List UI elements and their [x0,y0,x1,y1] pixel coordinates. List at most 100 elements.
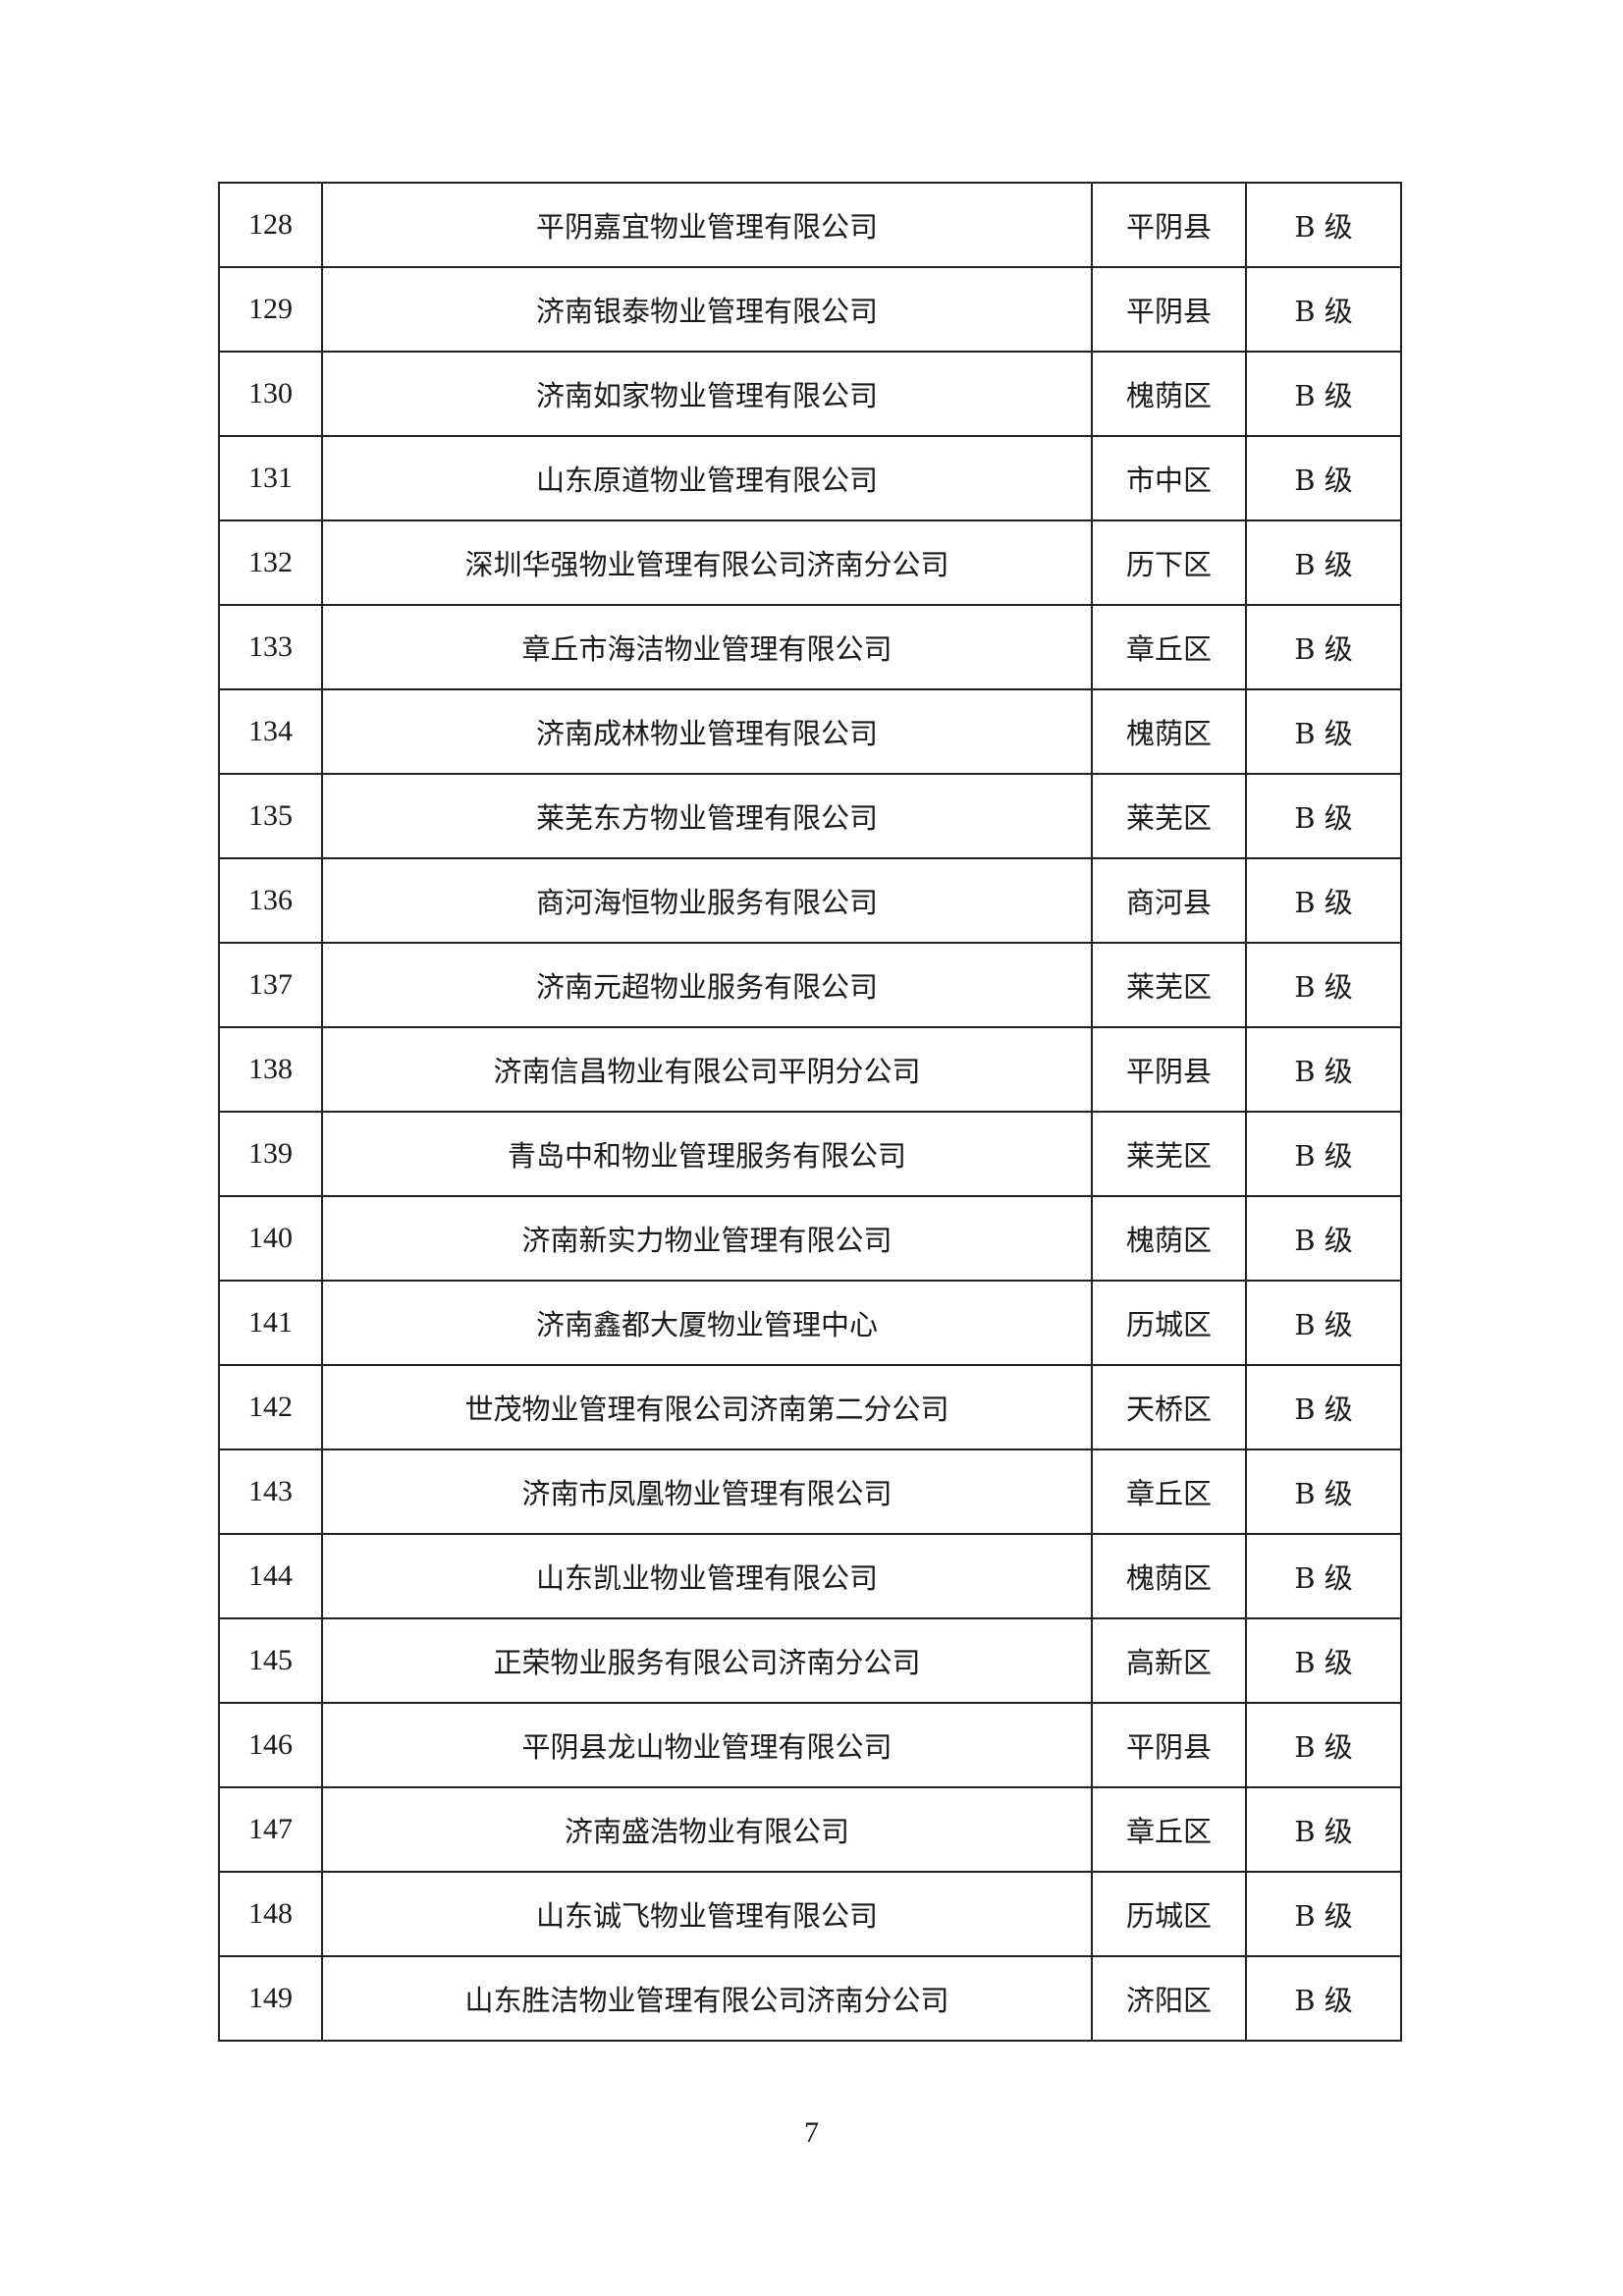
row-number: 131 [218,435,323,521]
table-row: 145 正荣物业服务有限公司济南分公司 高新区 B 级 [218,1617,1402,1704]
district: 市中区 [1091,435,1247,521]
row-number: 143 [218,1449,323,1535]
grade: B 级 [1245,1364,1402,1450]
table-row: 140 济南新实力物业管理有限公司 槐荫区 B 级 [218,1195,1402,1282]
grade: B 级 [1245,182,1402,268]
district: 平阴县 [1091,1026,1247,1113]
grade: B 级 [1245,1955,1402,2042]
table-row: 141 济南鑫都大厦物业管理中心 历城区 B 级 [218,1280,1402,1366]
grade: B 级 [1245,1617,1402,1704]
company-name: 平阴嘉宜物业管理有限公司 [321,182,1093,268]
company-grade-table: 128 平阴嘉宜物业管理有限公司 平阴县 B 级 129 济南银泰物业管理有限公司 平阴县 B… [218,182,1402,2042]
row-number: 148 [218,1871,323,1957]
company-name: 济南鑫都大厦物业管理中心 [321,1280,1093,1366]
row-number: 144 [218,1533,323,1619]
grade: B 级 [1245,1111,1402,1197]
table-row: 144 山东凯业物业管理有限公司 槐荫区 B 级 [218,1533,1402,1619]
grade: B 级 [1245,435,1402,521]
company-name: 山东凯业物业管理有限公司 [321,1533,1093,1619]
grade: B 级 [1245,1702,1402,1788]
district: 莱芜区 [1091,773,1247,859]
district: 平阴县 [1091,266,1247,353]
row-number: 134 [218,688,323,775]
company-name: 深圳华强物业管理有限公司济南分公司 [321,519,1093,606]
company-name: 世茂物业管理有限公司济南第二分公司 [321,1364,1093,1450]
row-number: 149 [218,1955,323,2042]
row-number: 147 [218,1786,323,1873]
company-name: 济南市凤凰物业管理有限公司 [321,1449,1093,1535]
table-row: 149 山东胜洁物业管理有限公司济南分公司 济阳区 B 级 [218,1955,1402,2042]
table-row: 128 平阴嘉宜物业管理有限公司 平阴县 B 级 [218,182,1402,268]
grade: B 级 [1245,1533,1402,1619]
grade: B 级 [1245,857,1402,944]
company-name: 济南如家物业管理有限公司 [321,351,1093,437]
district: 高新区 [1091,1617,1247,1704]
table-row: 131 山东原道物业管理有限公司 市中区 B 级 [218,435,1402,521]
grade: B 级 [1245,1195,1402,1282]
table-row: 137 济南元超物业服务有限公司 莱芜区 B 级 [218,942,1402,1028]
row-number: 141 [218,1280,323,1366]
table-row: 135 莱芜东方物业管理有限公司 莱芜区 B 级 [218,773,1402,859]
company-name: 济南盛浩物业有限公司 [321,1786,1093,1873]
grade: B 级 [1245,1786,1402,1873]
grade: B 级 [1245,773,1402,859]
row-number: 137 [218,942,323,1028]
row-number: 146 [218,1702,323,1788]
table-row: 136 商河海恒物业服务有限公司 商河县 B 级 [218,857,1402,944]
grade: B 级 [1245,1449,1402,1535]
district: 天桥区 [1091,1364,1247,1450]
row-number: 139 [218,1111,323,1197]
district: 商河县 [1091,857,1247,944]
row-number: 136 [218,857,323,944]
company-name: 平阴县龙山物业管理有限公司 [321,1702,1093,1788]
company-name: 山东原道物业管理有限公司 [321,435,1093,521]
table-row: 148 山东诚飞物业管理有限公司 历城区 B 级 [218,1871,1402,1957]
grade: B 级 [1245,1871,1402,1957]
district: 槐荫区 [1091,1195,1247,1282]
table-row: 129 济南银泰物业管理有限公司 平阴县 B 级 [218,266,1402,353]
grade: B 级 [1245,688,1402,775]
table-row: 134 济南成林物业管理有限公司 槐荫区 B 级 [218,688,1402,775]
district: 平阴县 [1091,182,1247,268]
company-name: 莱芜东方物业管理有限公司 [321,773,1093,859]
district: 历下区 [1091,519,1247,606]
row-number: 138 [218,1026,323,1113]
table-row: 132 深圳华强物业管理有限公司济南分公司 历下区 B 级 [218,519,1402,606]
row-number: 129 [218,266,323,353]
district: 历城区 [1091,1871,1247,1957]
grade: B 级 [1245,942,1402,1028]
row-number: 130 [218,351,323,437]
table-row: 142 世茂物业管理有限公司济南第二分公司 天桥区 B 级 [218,1364,1402,1450]
company-name: 山东胜洁物业管理有限公司济南分公司 [321,1955,1093,2042]
row-number: 128 [218,182,323,268]
row-number: 135 [218,773,323,859]
grade: B 级 [1245,519,1402,606]
company-name: 济南新实力物业管理有限公司 [321,1195,1093,1282]
company-name: 济南信昌物业有限公司平阴分公司 [321,1026,1093,1113]
row-number: 132 [218,519,323,606]
district: 历城区 [1091,1280,1247,1366]
district: 平阴县 [1091,1702,1247,1788]
district: 槐荫区 [1091,688,1247,775]
row-number: 133 [218,604,323,690]
row-number: 142 [218,1364,323,1450]
grade: B 级 [1245,604,1402,690]
company-name: 正荣物业服务有限公司济南分公司 [321,1617,1093,1704]
row-number: 140 [218,1195,323,1282]
district: 莱芜区 [1091,942,1247,1028]
grade: B 级 [1245,1280,1402,1366]
company-name: 济南成林物业管理有限公司 [321,688,1093,775]
page-number: 7 [804,2116,819,2149]
district: 济阳区 [1091,1955,1247,2042]
company-name: 章丘市海洁物业管理有限公司 [321,604,1093,690]
company-name: 济南银泰物业管理有限公司 [321,266,1093,353]
table-row: 130 济南如家物业管理有限公司 槐荫区 B 级 [218,351,1402,437]
table-row: 147 济南盛浩物业有限公司 章丘区 B 级 [218,1786,1402,1873]
table-row: 143 济南市凤凰物业管理有限公司 章丘区 B 级 [218,1449,1402,1535]
grade: B 级 [1245,351,1402,437]
district: 莱芜区 [1091,1111,1247,1197]
company-name: 商河海恒物业服务有限公司 [321,857,1093,944]
company-name: 济南元超物业服务有限公司 [321,942,1093,1028]
table-row: 139 青岛中和物业管理服务有限公司 莱芜区 B 级 [218,1111,1402,1197]
company-name: 山东诚飞物业管理有限公司 [321,1871,1093,1957]
